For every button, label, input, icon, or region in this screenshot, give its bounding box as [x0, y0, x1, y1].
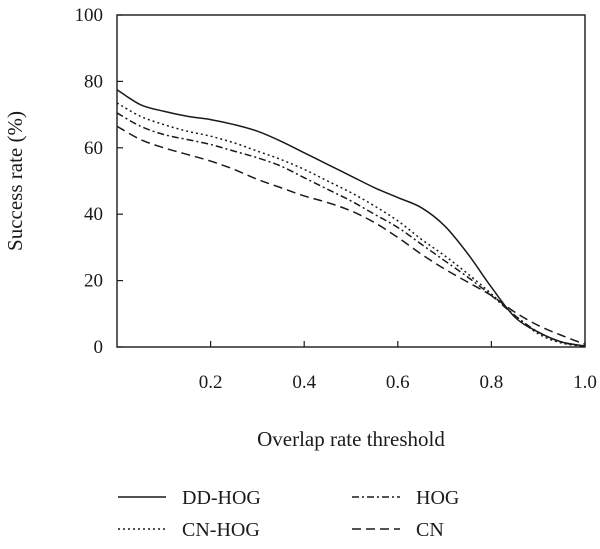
series-line-cn-hog — [116, 102, 586, 348]
series-line-dd-hog — [116, 89, 586, 347]
y-tick-label: 80 — [84, 71, 103, 92]
y-tick-label: 20 — [84, 271, 103, 292]
x-tick-label: 1.0 — [573, 372, 597, 393]
y-tick-label: 100 — [75, 5, 104, 26]
legend-label-dd-hog: DD-HOG — [182, 487, 261, 509]
plot-area — [116, 14, 586, 348]
y-tick-label: 60 — [84, 138, 103, 159]
x-tick-label: 0.6 — [386, 372, 410, 393]
x-axis-title: Overlap rate threshold — [257, 427, 445, 451]
ticks-layer: 0.2 0.4 0.6 0.8 1.0 0 20 40 60 80 100 — [75, 5, 597, 393]
y-tick-label: 0 — [94, 337, 104, 358]
legend-label-cn-hog: CN-HOG — [182, 519, 260, 541]
legend: DD-HOG HOG CN-HOG CN — [118, 487, 459, 541]
y-tick-label: 40 — [84, 204, 103, 225]
legend-label-cn: CN — [416, 519, 444, 541]
legend-label-hog: HOG — [416, 487, 459, 509]
x-tick-label: 0.4 — [292, 372, 316, 393]
x-tick-label: 0.2 — [199, 372, 223, 393]
y-axis-title: Success rate (%) — [3, 111, 27, 251]
x-tick-label: 0.8 — [480, 372, 504, 393]
series-layer — [116, 89, 586, 348]
series-line-hog — [116, 112, 586, 348]
series-line-cn — [116, 125, 586, 346]
